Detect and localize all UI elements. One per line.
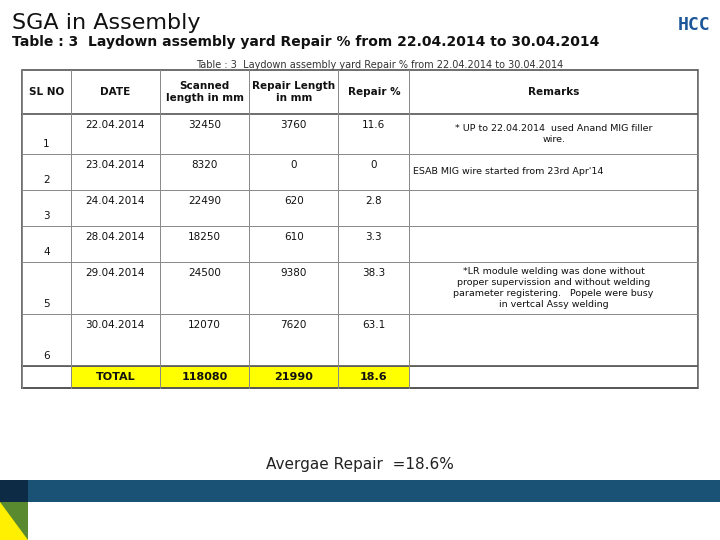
Text: 8320: 8320: [192, 160, 217, 170]
Text: 2: 2: [43, 175, 50, 185]
Text: 32450: 32450: [188, 120, 221, 130]
Bar: [0, 480, 720, 502]
Text: Table : 3  Laydown assembly yard Repair % from 22.04.2014 to 30.04.2014: Table : 3 Laydown assembly yard Repair %…: [12, 35, 599, 49]
Text: 4: 4: [43, 247, 50, 257]
Bar: [160, 366, 249, 388]
Text: 18250: 18250: [188, 232, 221, 242]
Text: 9380: 9380: [281, 268, 307, 278]
Text: Avergae Repair  =18.6%: Avergae Repair =18.6%: [266, 457, 454, 472]
Text: ESAB MIG wire started from 23rd Apr'14: ESAB MIG wire started from 23rd Apr'14: [413, 167, 604, 177]
Bar: [338, 366, 410, 388]
Text: 1: 1: [43, 139, 50, 149]
Text: 23.04.2014: 23.04.2014: [86, 160, 145, 170]
Text: * UP to 22.04.2014  used Anand MIG filler
wire.: * UP to 22.04.2014 used Anand MIG filler…: [455, 124, 652, 144]
Text: 24500: 24500: [188, 268, 221, 278]
Text: 3760: 3760: [281, 120, 307, 130]
Text: 18.6: 18.6: [360, 372, 387, 382]
Text: 2.8: 2.8: [366, 196, 382, 206]
Text: Scanned
length in mm: Scanned length in mm: [166, 81, 243, 103]
Text: 12070: 12070: [188, 320, 221, 330]
Polygon shape: [0, 502, 28, 540]
Bar: [28, 502, 720, 540]
Text: 118080: 118080: [181, 372, 228, 382]
Text: Repair Length
in mm: Repair Length in mm: [252, 81, 336, 103]
Text: 30.04.2014: 30.04.2014: [86, 320, 145, 330]
Text: 28.04.2014: 28.04.2014: [86, 232, 145, 242]
Text: DATE: DATE: [100, 87, 130, 97]
Text: 0: 0: [290, 160, 297, 170]
Bar: [0, 480, 28, 502]
Text: 21990: 21990: [274, 372, 313, 382]
Text: 22.04.2014: 22.04.2014: [86, 120, 145, 130]
Text: SL NO: SL NO: [29, 87, 64, 97]
Text: 29.04.2014: 29.04.2014: [86, 268, 145, 278]
Text: 11.6: 11.6: [362, 120, 385, 130]
Bar: [0, 502, 28, 540]
Text: 5: 5: [43, 299, 50, 309]
Text: *LR module welding was done without
proper supervission and without welding
para: *LR module welding was done without prop…: [454, 267, 654, 309]
Text: 6: 6: [43, 351, 50, 361]
Text: 63.1: 63.1: [362, 320, 385, 330]
Text: 22490: 22490: [188, 196, 221, 206]
Text: 610: 610: [284, 232, 304, 242]
Text: 7620: 7620: [281, 320, 307, 330]
Bar: [22, 70, 698, 388]
Text: 3: 3: [43, 211, 50, 221]
Text: 38.3: 38.3: [362, 268, 385, 278]
Bar: [249, 366, 338, 388]
Bar: [71, 366, 160, 388]
Text: 620: 620: [284, 196, 304, 206]
Text: Repair %: Repair %: [348, 87, 400, 97]
Text: 3.3: 3.3: [366, 232, 382, 242]
Text: 24.04.2014: 24.04.2014: [86, 196, 145, 206]
Text: HCC: HCC: [678, 16, 710, 34]
Text: SGA in Assembly: SGA in Assembly: [12, 13, 200, 33]
Text: Remarks: Remarks: [528, 87, 580, 97]
Text: TOTAL: TOTAL: [96, 372, 135, 382]
Text: 0: 0: [371, 160, 377, 170]
Text: Table : 3  Laydown assembly yard Repair % from 22.04.2014 to 30.04.2014: Table : 3 Laydown assembly yard Repair %…: [197, 60, 564, 70]
